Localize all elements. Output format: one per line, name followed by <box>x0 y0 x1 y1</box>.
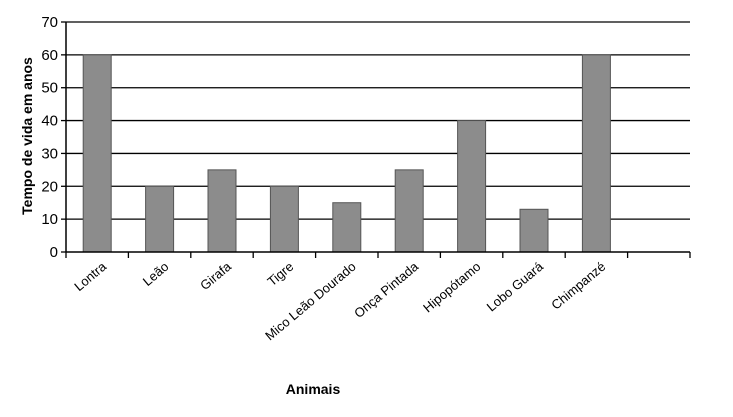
x-tick-label: Lontra <box>71 258 109 294</box>
bar <box>207 169 237 253</box>
bar <box>457 120 487 253</box>
y-tick-label: 0 <box>50 244 58 261</box>
x-tick-label: Hipopótamo <box>420 259 483 316</box>
bar <box>519 208 549 253</box>
bar <box>332 202 362 253</box>
x-tick-label: Leão <box>140 259 172 289</box>
y-tick-label: 30 <box>41 145 58 162</box>
y-tick-label: 60 <box>41 47 58 64</box>
y-tick-label: 40 <box>41 113 58 130</box>
y-tick-label: 10 <box>41 211 58 228</box>
bars <box>82 54 611 253</box>
x-tick-label: Tigre <box>264 259 296 289</box>
x-tick-label: Chimpanzé <box>548 259 608 313</box>
y-tick-label: 70 <box>41 14 58 31</box>
axes <box>61 21 691 258</box>
bar <box>82 54 112 253</box>
bar <box>269 185 299 253</box>
y-axis-title: Tempo de vida em anos <box>19 57 35 215</box>
bar <box>145 185 175 253</box>
y-tick-label: 20 <box>41 178 58 195</box>
bar <box>394 169 424 253</box>
x-tick-label: Lobo Guará <box>484 258 547 314</box>
x-tick-label: Onça Pintada <box>351 258 422 321</box>
y-tick-label: 50 <box>41 80 58 97</box>
x-tick-label: Girafa <box>197 258 234 293</box>
bar <box>581 54 611 253</box>
x-axis-title: Animais <box>286 381 341 397</box>
